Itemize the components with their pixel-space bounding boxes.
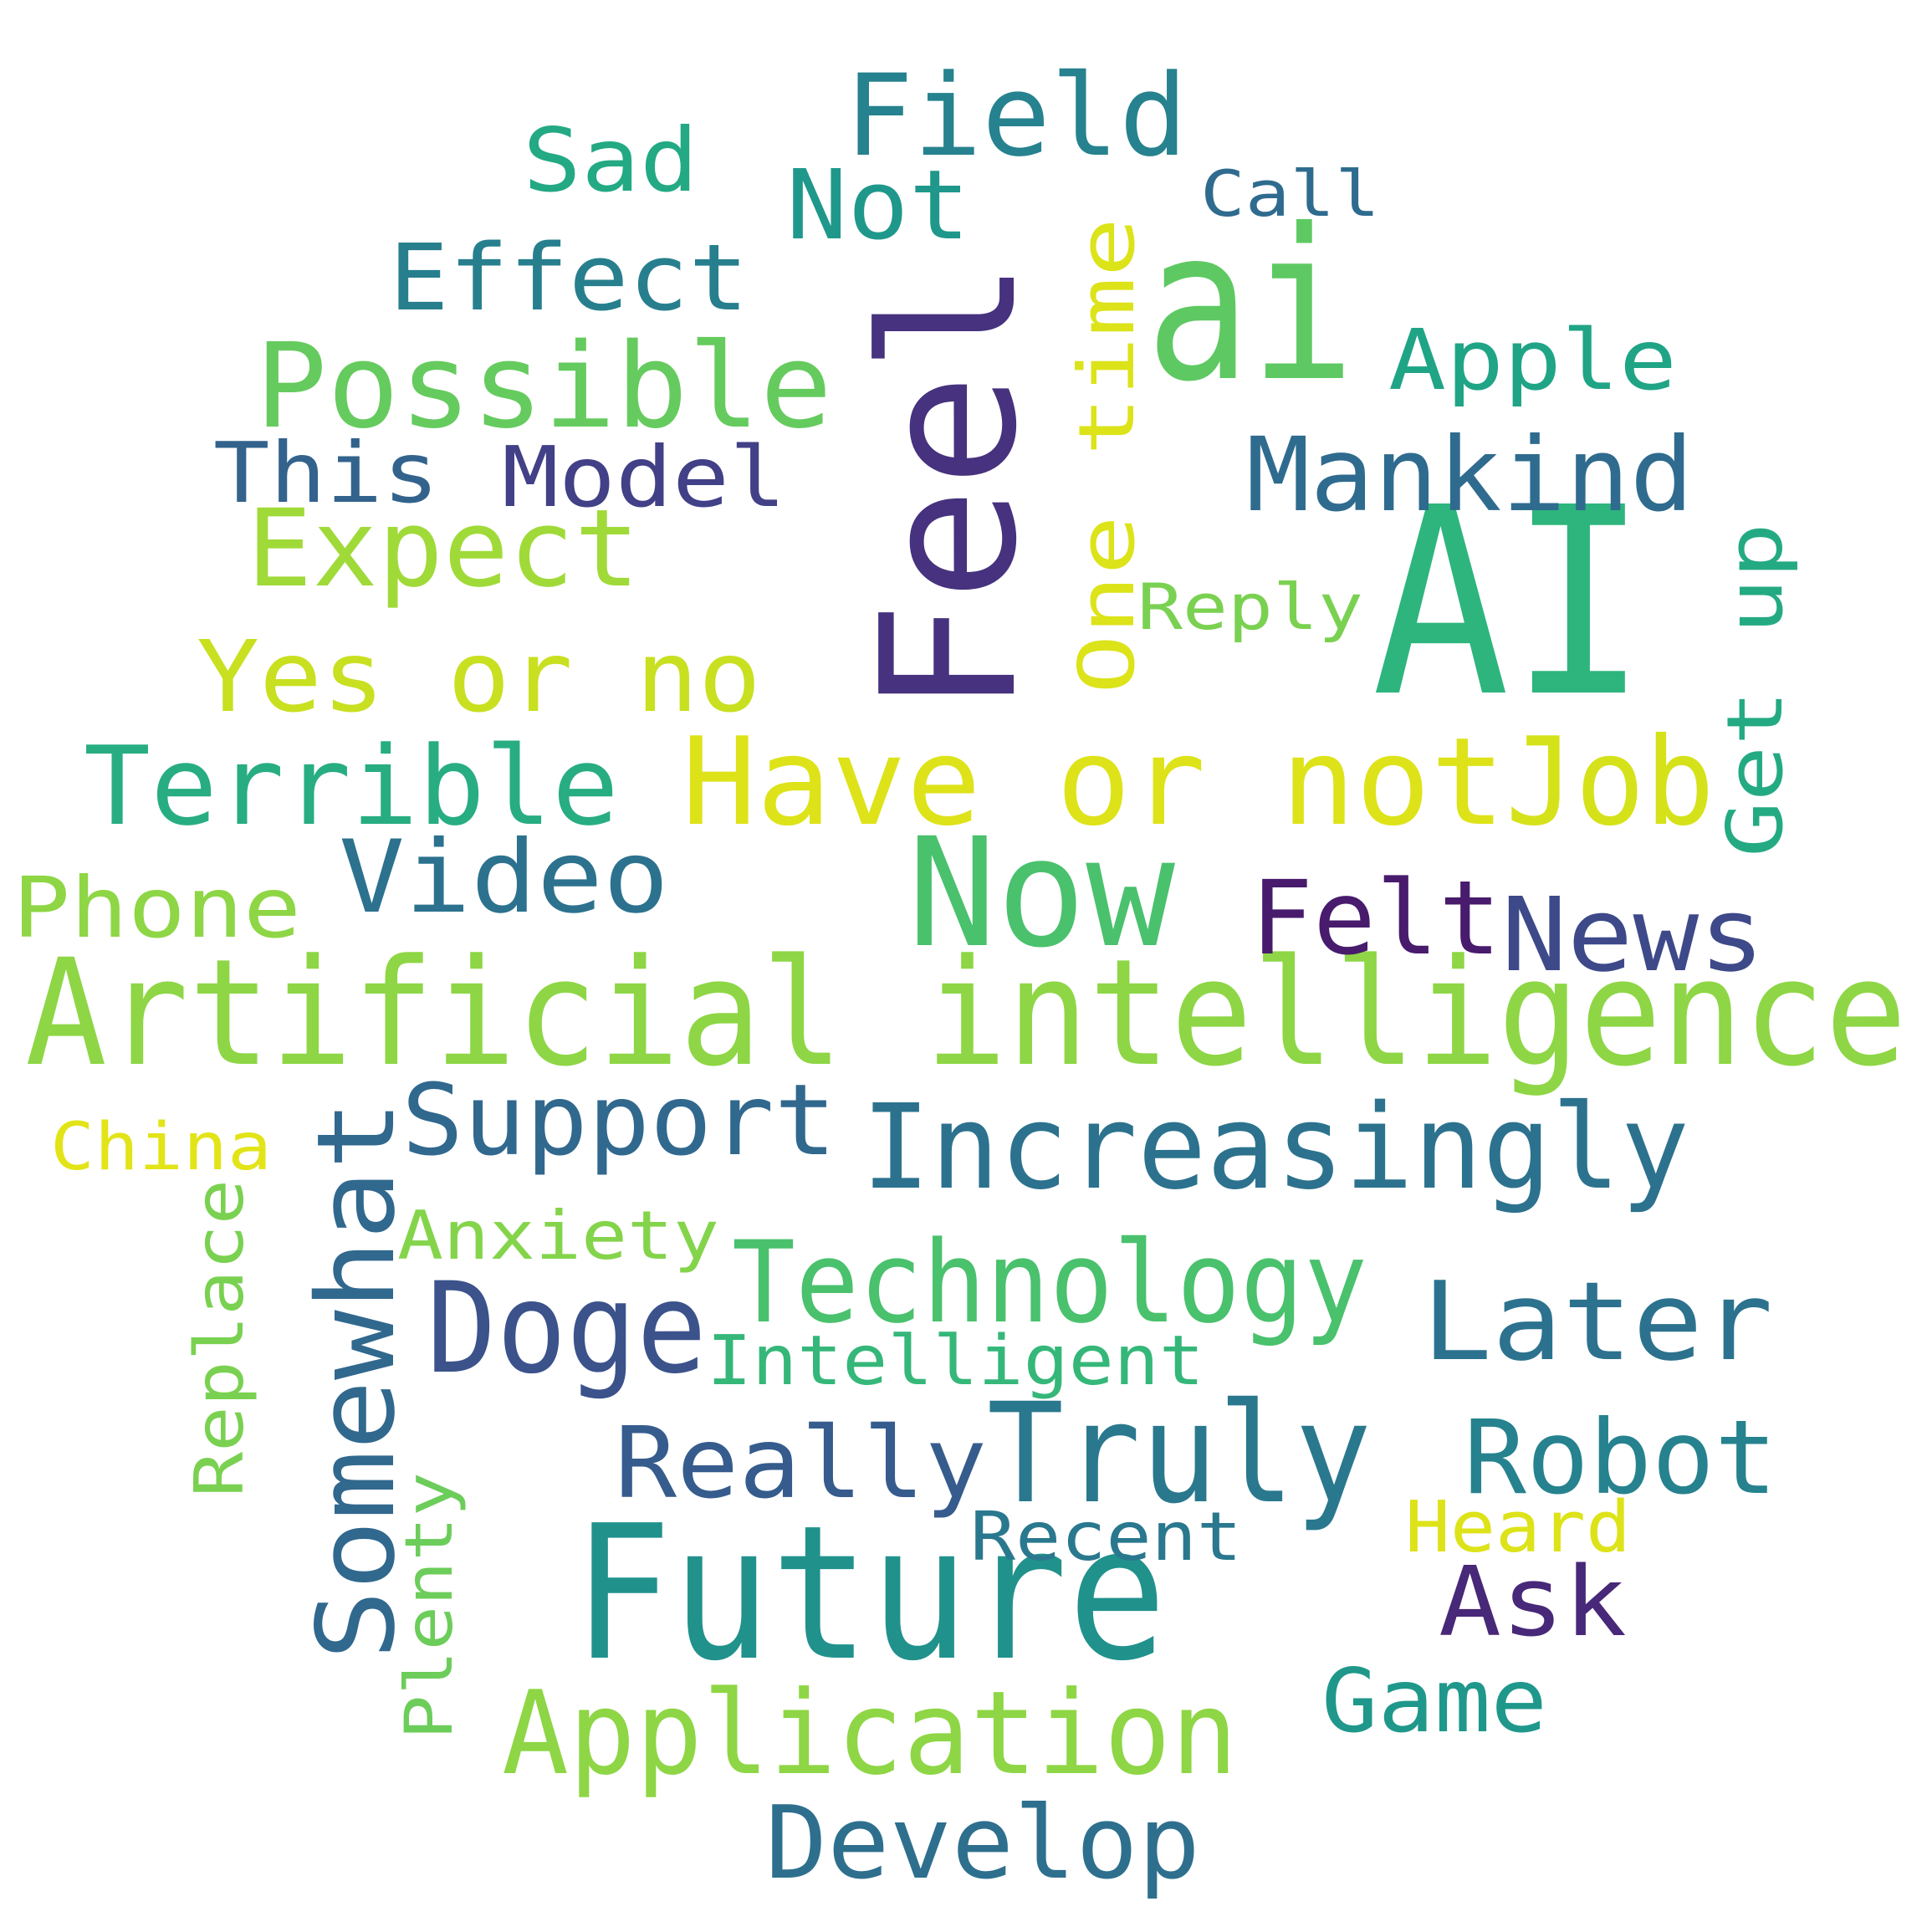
word-doge: Doge bbox=[427, 1256, 707, 1402]
word-get-up: Get up bbox=[1710, 523, 1800, 857]
word-somewhat: Somewhat bbox=[294, 1100, 419, 1660]
word-ai-lower: ai bbox=[1146, 184, 1355, 427]
word-call: Call bbox=[1200, 156, 1380, 231]
word-ai-upper: AI bbox=[1372, 452, 1648, 754]
word-mankind: Mankind bbox=[1246, 416, 1694, 534]
word-china: China bbox=[50, 1110, 272, 1185]
word-intelligent: Intelligent bbox=[707, 1321, 1204, 1401]
word-model: Model bbox=[502, 428, 786, 526]
word-terrible: Terrible bbox=[84, 723, 619, 850]
word-really: Really bbox=[615, 1405, 987, 1521]
word-felt: Felt bbox=[1250, 859, 1501, 978]
word-effect: Effect bbox=[389, 224, 749, 331]
word-future: Future bbox=[573, 1486, 1167, 1702]
word-game: Game bbox=[1321, 1650, 1547, 1752]
word-yes-or-no: Yes or no bbox=[197, 619, 761, 734]
word-artificial-intelligence: Artificial intelligence bbox=[25, 928, 1907, 1099]
word-video: Video bbox=[339, 820, 669, 936]
word-news: News bbox=[1501, 876, 1765, 994]
word-phone: Phone bbox=[13, 859, 301, 957]
word-ask: Ask bbox=[1439, 1546, 1627, 1659]
word-plenty: Plenty bbox=[392, 1472, 468, 1740]
word-recent: Recent bbox=[970, 1498, 1242, 1576]
word-expect: Expect bbox=[247, 487, 640, 611]
word-have-or-not: Have or not bbox=[682, 712, 1505, 853]
word-truly: Truly bbox=[987, 1373, 1372, 1534]
word-field: Field bbox=[845, 50, 1188, 181]
word-increasingly: Increasingly bbox=[861, 1080, 1689, 1216]
word-this: This bbox=[213, 424, 439, 522]
word-possible: Possible bbox=[255, 319, 832, 455]
word-application: Application bbox=[502, 1666, 1238, 1801]
word-robot: Robot bbox=[1464, 1398, 1777, 1517]
word-now: Now bbox=[907, 806, 1176, 981]
word-support: Support bbox=[401, 1062, 836, 1178]
word-not: Not bbox=[786, 150, 970, 262]
word-one-time: One time bbox=[1062, 217, 1152, 694]
word-technology: Technology bbox=[732, 1217, 1367, 1348]
word-feel: Feel bbox=[842, 259, 1058, 715]
word-reply: Reply bbox=[1137, 570, 1363, 644]
word-develop: Develop bbox=[765, 1786, 1200, 1902]
word-apple: Apple bbox=[1388, 311, 1677, 409]
word-replace: Replace bbox=[181, 1179, 258, 1497]
word-sad: Sad bbox=[523, 110, 698, 212]
word-anxiety: Anxiety bbox=[397, 1197, 719, 1275]
word-heard: Heard bbox=[1405, 1486, 1631, 1569]
word-later: Later bbox=[1422, 1258, 1773, 1385]
word-job: Job bbox=[1505, 712, 1715, 853]
